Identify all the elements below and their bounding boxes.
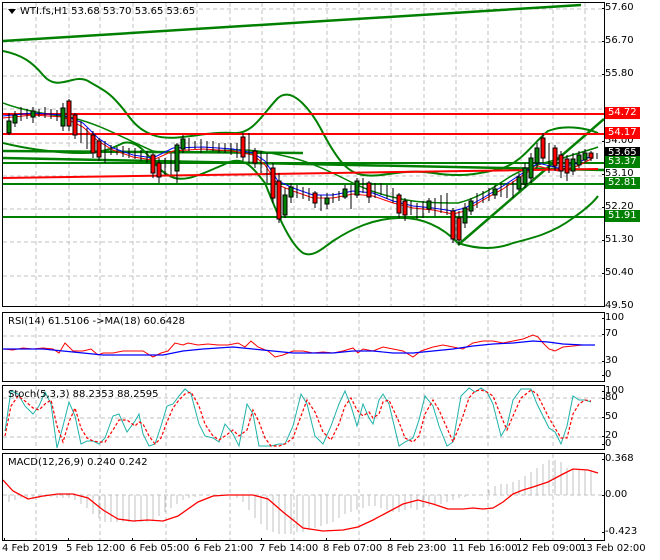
level-tag-54-72: 54.72 xyxy=(605,107,640,119)
macd-pane[interactable]: MACD(12,26,9) 0.240 0.242 xyxy=(2,453,605,541)
grid xyxy=(3,3,604,306)
rsi-pane[interactable]: RSI(14) 61.5106 ->MA(18) 60.6428 xyxy=(2,312,605,382)
rsi-label: RSI(14) 61.5106 ->MA(18) 60.6428 xyxy=(8,316,185,327)
stoch-tick: 50 xyxy=(602,411,618,422)
stoch-tick: 0 xyxy=(601,438,612,449)
bollinger-lower xyxy=(3,141,599,256)
red-trendline xyxy=(3,168,599,179)
level-tag-51-91: 51.91 xyxy=(605,210,640,222)
price-tick: 51.30 xyxy=(602,234,634,245)
time-label: 6 Feb 21:00 xyxy=(194,543,254,554)
time-label: 6 Feb 05:00 xyxy=(130,543,190,554)
rsi-tick: 30 xyxy=(602,355,618,366)
rsi-tick: 100 xyxy=(601,312,625,323)
time-axis: 4 Feb 2019 5 Feb 12:00 6 Feb 05:00 6 Feb… xyxy=(2,538,646,560)
level-tag-54-17: 54.17 xyxy=(605,127,640,139)
time-label: 12 Feb 09:00 xyxy=(516,543,582,554)
upper-trendline xyxy=(3,3,582,43)
level-tag-53-37: 53.37 xyxy=(605,156,640,168)
price-chart-pane[interactable]: WTI.fs,H1 53.68 53.70 53.65 53.65 xyxy=(2,2,605,307)
price-tick: 56.70 xyxy=(602,35,634,46)
stoch-tick: 80 xyxy=(602,392,618,403)
stoch-pane[interactable]: Stoch(5,3,3) 88.2353 88.2595 xyxy=(2,385,605,450)
price-tick: 57.60 xyxy=(602,2,634,13)
macd-svg xyxy=(3,454,604,540)
stoch-d-line xyxy=(4,389,592,447)
time-label: 7 Feb 14:00 xyxy=(259,543,319,554)
macd-tick: -0.423 xyxy=(601,526,638,537)
price-tick: 52.20 xyxy=(602,201,634,212)
price-tick: 54.00 xyxy=(602,135,634,146)
time-label: 5 Feb 12:00 xyxy=(66,543,126,554)
stoch-k-line xyxy=(4,387,592,449)
price-tick: 50.40 xyxy=(602,267,634,278)
time-label: 11 Feb 16:00 xyxy=(452,543,518,554)
stoch-tick: 20 xyxy=(602,430,618,441)
time-axis-line xyxy=(2,540,605,541)
time-label: 13 Feb 02:00 xyxy=(580,543,646,554)
candles xyxy=(6,99,598,245)
time-label: 8 Feb 23:00 xyxy=(387,543,447,554)
time-label: 8 Feb 07:00 xyxy=(323,543,383,554)
macd-histogram xyxy=(8,460,592,534)
price-tick: 55.80 xyxy=(602,68,634,79)
macd-tick: 0.00 xyxy=(601,489,628,500)
rsi-svg xyxy=(3,313,604,381)
macd-tick: 0.368 xyxy=(602,453,634,464)
price-chart-svg xyxy=(3,3,604,306)
macd-axis: 0.368 0.00 -0.423 xyxy=(601,453,660,541)
price-axis: 57.60 56.70 55.80 54.00 53.10 52.20 51.3… xyxy=(602,0,660,311)
rsi-axis: 100 70 30 0 xyxy=(601,312,660,382)
level-tag-52-81: 52.81 xyxy=(605,177,640,189)
price-tick: 49.50 xyxy=(602,300,634,311)
stoch-label: Stoch(5,3,3) 88.2353 88.2595 xyxy=(8,389,159,400)
collapse-triangle-icon[interactable] xyxy=(8,8,16,14)
stoch-tick: 100 xyxy=(601,385,625,396)
macd-label: MACD(12,26,9) 0.240 0.242 xyxy=(8,457,148,468)
price-tick: 53.10 xyxy=(602,168,634,179)
time-label: 4 Feb 2019 xyxy=(2,543,58,554)
rsi-ma-line xyxy=(3,340,595,356)
bollinger-middle xyxy=(3,102,599,204)
stoch-svg xyxy=(3,386,604,449)
symbol-header[interactable]: WTI.fs,H1 53.68 53.70 53.65 53.65 xyxy=(8,6,195,17)
stoch-axis: 100 80 50 20 0 xyxy=(601,385,660,450)
macd-signal-line xyxy=(3,468,599,532)
rsi-tick: 70 xyxy=(602,328,618,339)
rsi-tick: 0 xyxy=(601,369,612,380)
